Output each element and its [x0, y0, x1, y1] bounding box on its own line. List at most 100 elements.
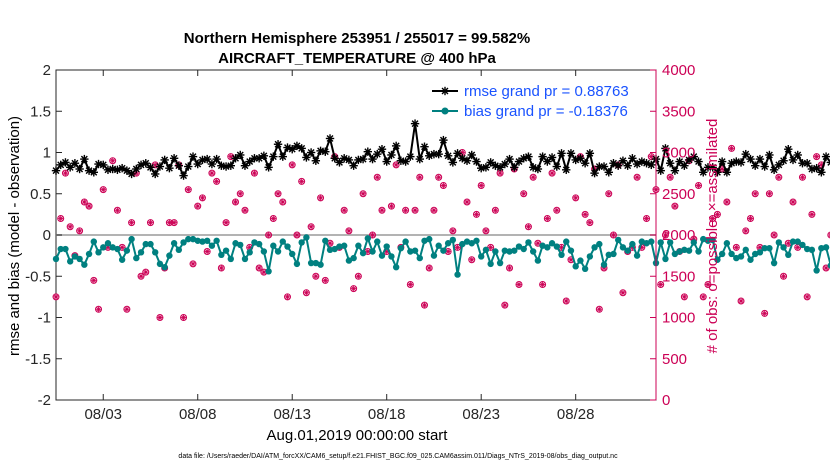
obs-point — [416, 173, 424, 181]
bias-point — [284, 243, 291, 250]
obs-point — [85, 202, 93, 210]
rmse-point — [415, 154, 424, 164]
rmse-point — [670, 166, 680, 175]
obs-point — [255, 264, 263, 272]
rmse-point — [321, 147, 330, 156]
bias-point — [808, 246, 816, 254]
obs-point — [439, 182, 447, 189]
bias-point — [397, 245, 405, 252]
rmse-point — [817, 168, 826, 177]
bias-point — [123, 247, 131, 254]
bias-point — [728, 250, 735, 258]
bias-point — [690, 239, 697, 246]
rmse-point — [155, 162, 165, 171]
rmse-point — [462, 156, 472, 165]
y-left-tick-label: 1 — [43, 145, 51, 162]
obs-point — [463, 198, 471, 206]
obs-point — [146, 219, 154, 227]
rmse-point — [585, 149, 595, 158]
obs-point — [184, 186, 192, 194]
y-axis-right-label: # of obs: o=possible; ×=assimilated — [704, 119, 721, 354]
bias-point — [62, 245, 69, 253]
rmse-point — [80, 154, 89, 164]
bias-point — [487, 260, 494, 268]
obs-point — [76, 227, 84, 235]
rmse-point — [89, 168, 98, 177]
bias-point — [742, 246, 749, 254]
rmse-point — [61, 158, 70, 167]
bias-point — [548, 240, 556, 247]
y-right-tick-label: 4000 — [662, 62, 695, 79]
rmse-point — [245, 157, 254, 166]
rmse-point — [736, 158, 746, 167]
rmse-point — [590, 168, 599, 178]
rmse-point — [694, 157, 703, 166]
bias-point — [426, 235, 433, 243]
rmse-point — [680, 161, 689, 170]
rmse-point — [618, 156, 628, 165]
obs-point — [803, 293, 811, 301]
obs-point — [789, 198, 797, 206]
rmse-point — [604, 168, 613, 177]
y-right-tick-label: 0 — [662, 392, 670, 409]
rmse-point — [311, 156, 321, 165]
bias-point — [525, 239, 532, 246]
rmse-point — [51, 166, 61, 175]
rmse-point — [264, 163, 273, 172]
obs-point — [156, 314, 164, 321]
bias-point — [260, 248, 268, 255]
obs-point — [269, 215, 277, 222]
bias-point — [681, 246, 688, 254]
bias-point — [799, 241, 806, 249]
rmse-point — [382, 157, 391, 166]
bias-point — [416, 254, 423, 262]
bias-point — [468, 240, 475, 247]
obs-point — [109, 157, 117, 165]
bias-point — [388, 253, 395, 260]
obs-point — [312, 272, 320, 280]
bias-point — [350, 254, 357, 262]
rmse-point — [448, 158, 458, 167]
x-tick-label: 08/03 — [84, 406, 122, 423]
obs-point — [430, 206, 438, 214]
obs-point — [213, 177, 221, 185]
obs-point — [581, 210, 589, 218]
rmse-point — [755, 154, 765, 164]
rmse-point — [325, 134, 335, 143]
bias-point — [818, 245, 825, 252]
obs-point — [203, 248, 211, 255]
bias-point — [430, 252, 438, 259]
obs-point — [279, 198, 287, 206]
obs-point — [609, 231, 617, 239]
legend-box — [428, 80, 650, 122]
bias-point — [255, 240, 263, 248]
y-axis-right: 0 500 1000 1500 2000 2500 3000 3500 4000 — [650, 62, 695, 409]
rmse-point — [160, 155, 169, 165]
rmse-point — [231, 154, 240, 163]
bias-point — [520, 245, 527, 253]
bias-point — [76, 255, 83, 263]
bias-point — [241, 255, 249, 263]
obs-point — [808, 210, 816, 218]
y-axis-left: -2 -1.5 -1 -0.5 0 0.5 1 1.5 2 — [25, 62, 62, 409]
rmse-point — [377, 145, 387, 154]
bias-point — [657, 239, 664, 246]
bias-point — [435, 242, 442, 249]
obs-point — [813, 153, 821, 161]
bias-point — [827, 262, 830, 269]
obs-point — [539, 281, 547, 288]
legend-rmse-label: rmse grand pr = 0.88763 — [464, 83, 629, 100]
rmse-point — [647, 160, 656, 170]
rmse-point — [146, 163, 155, 172]
obs-point — [99, 186, 107, 194]
bias-point — [95, 249, 102, 256]
rmse-point — [793, 150, 802, 160]
obs-point — [695, 182, 703, 189]
bias-point — [227, 255, 234, 263]
rmse-point — [821, 152, 830, 161]
obs-point — [307, 223, 315, 231]
obs-point — [378, 206, 386, 214]
obs-point — [217, 264, 225, 272]
obs-point — [118, 243, 126, 251]
